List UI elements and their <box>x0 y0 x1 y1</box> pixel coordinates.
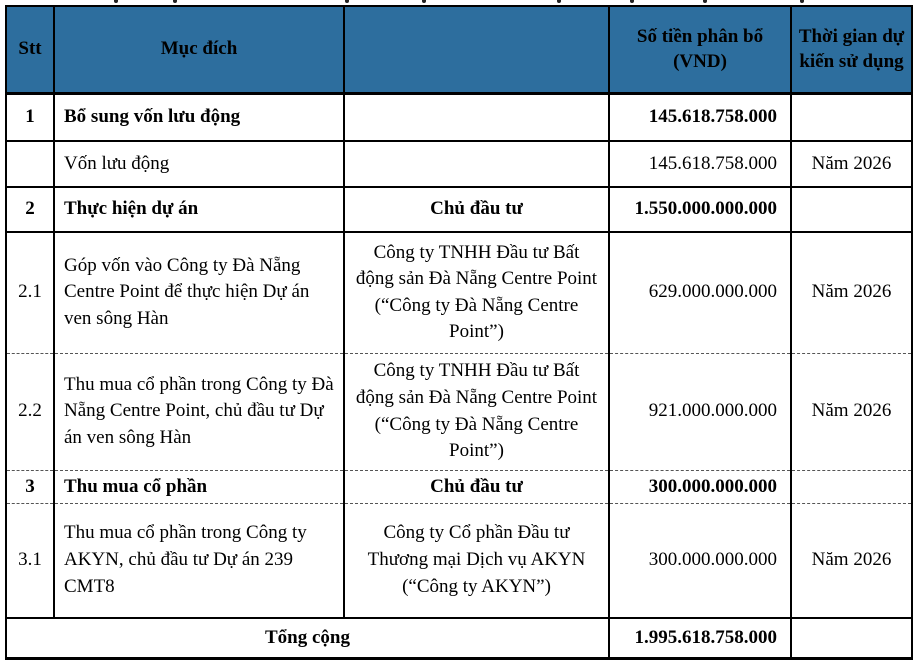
cell-time <box>791 186 912 232</box>
cell-stt: 1 <box>6 93 55 141</box>
table-row-1: 1 Bổ sung vốn lưu động 145.618.758.000 <box>6 93 912 141</box>
total-row: Tổng cộng 1.995.618.758.000 <box>6 616 912 661</box>
cell-amount: 300.000.000.000 <box>609 503 792 618</box>
cell-purpose: Thu mua cổ phần trong Công ty Đà Nẵng Ce… <box>54 352 345 470</box>
col-header-amount: Số tiền phân bổ (VND) <box>609 6 792 95</box>
cell-amount: 921.000.000.000 <box>609 352 792 470</box>
cell-investor: Công ty Cổ phần Đầu tư Thương mại Dịch v… <box>344 503 610 618</box>
table-row-2: 2 Thực hiện dự án Chủ đầu tư 1.550.000.0… <box>6 186 912 232</box>
cell-purpose: Vốn lưu động <box>54 140 345 187</box>
cell-stt <box>6 140 55 187</box>
cell-time: Năm 2026 <box>791 352 912 470</box>
cell-amount: 1.550.000.000.000 <box>609 186 792 232</box>
col-header-stt: Stt <box>6 6 55 95</box>
text-descender-artifact <box>800 0 804 3</box>
cell-investor: Công ty TNHH Đầu tư Bất động sản Đà Nẵng… <box>344 231 610 353</box>
text-descender-artifact <box>630 0 634 3</box>
header-row: Stt Mục đích Số tiền phân bổ (VND) Thời … <box>6 6 912 95</box>
table-row-3-1: 3.1 Thu mua cổ phần trong Công ty AKYN, … <box>6 503 912 618</box>
cell-time <box>791 93 912 141</box>
cell-amount: 145.618.758.000 <box>609 140 792 187</box>
capital-allocation-table: Stt Mục đích Số tiền phân bổ (VND) Thời … <box>5 5 913 661</box>
cell-purpose: Góp vốn vào Công ty Đà Nẵng Centre Point… <box>54 231 345 353</box>
col-header-purpose: Mục đích <box>54 6 345 95</box>
cell-purpose: Bổ sung vốn lưu động <box>54 93 345 141</box>
text-descender-artifact <box>703 0 707 3</box>
text-descender-artifact <box>422 0 426 3</box>
text-descender-artifact <box>114 0 118 3</box>
cell-amount: 300.000.000.000 <box>609 469 792 504</box>
cell-stt: 2 <box>6 186 55 232</box>
cell-time: Năm 2026 <box>791 140 912 187</box>
table-footer: Tổng cộng 1.995.618.758.000 <box>6 616 912 661</box>
cell-stt: 2.1 <box>6 231 55 353</box>
cell-investor: Công ty TNHH Đầu tư Bất động sản Đà Nẵng… <box>344 352 610 470</box>
table-row-2-1: 2.1 Góp vốn vào Công ty Đà Nẵng Centre P… <box>6 231 912 353</box>
cell-amount: 145.618.758.000 <box>609 93 792 141</box>
table-row-1a: Vốn lưu động 145.618.758.000 Năm 2026 <box>6 140 912 187</box>
cell-purpose: Thu mua cổ phần <box>54 469 345 504</box>
table-row-3: 3 Thu mua cổ phần Chủ đầu tư 300.000.000… <box>6 469 912 504</box>
cell-stt: 3.1 <box>6 503 55 618</box>
col-header-time: Thời gian dự kiến sử dụng <box>791 6 912 95</box>
cell-investor: Chủ đầu tư <box>344 469 610 504</box>
text-descender-artifact <box>173 0 177 3</box>
cell-investor: Chủ đầu tư <box>344 186 610 232</box>
text-descender-artifact <box>345 0 349 3</box>
cell-stt: 3 <box>6 469 55 504</box>
table-body: 1 Bổ sung vốn lưu động 145.618.758.000 V… <box>6 93 912 618</box>
total-label: Tổng cộng <box>6 616 610 661</box>
cell-time: Năm 2026 <box>791 503 912 618</box>
cell-investor <box>344 140 610 187</box>
text-descender-artifact <box>557 0 561 3</box>
cell-time: Năm 2026 <box>791 231 912 353</box>
cell-time <box>791 469 912 504</box>
cell-investor <box>344 93 610 141</box>
table-header: Stt Mục đích Số tiền phân bổ (VND) Thời … <box>6 6 912 95</box>
table-row-2-2: 2.2 Thu mua cổ phần trong Công ty Đà Nẵn… <box>6 352 912 470</box>
cell-purpose: Thu mua cổ phần trong Công ty AKYN, chủ … <box>54 503 345 618</box>
cell-amount: 629.000.000.000 <box>609 231 792 353</box>
col-header-investor <box>344 6 610 95</box>
total-time <box>791 616 912 661</box>
clipped-text-artifacts <box>0 0 916 5</box>
total-amount: 1.995.618.758.000 <box>609 616 792 661</box>
cell-stt: 2.2 <box>6 352 55 470</box>
cell-purpose: Thực hiện dự án <box>54 186 345 232</box>
